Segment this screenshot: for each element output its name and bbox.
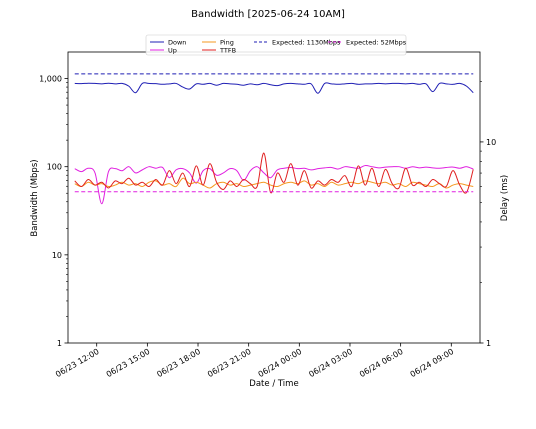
legend-label-up: Up [168, 46, 177, 54]
legend-label-ping: Ping [220, 38, 234, 46]
series-line-ttfb [74, 152, 474, 194]
x-tick-label: 06/23 21:00 [206, 347, 253, 379]
y-right-tick-label: 10 [486, 138, 496, 147]
left-axis: 1 10 100 1,000 [39, 75, 68, 348]
y-right-tick-label: 1 [486, 339, 491, 348]
x-tick-label: 06/24 03:00 [307, 347, 354, 379]
x-tick-label: 06/24 06:00 [358, 347, 405, 379]
x-axis: 06/23 12:00 06/23 15:00 06/23 18:00 06/23 2… [54, 343, 455, 379]
legend-label-expected-52mbps: Expected: 52Mbps [346, 38, 407, 46]
x-tick-label: 06/24 00:00 [257, 347, 304, 379]
right-axis: 1 10 [480, 81, 496, 348]
plot-area [67, 51, 481, 344]
y-tick-label: 10 [52, 251, 62, 260]
x-tick-label: 06/24 09:00 [409, 347, 456, 379]
x-tick-label: 06/23 18:00 [155, 347, 202, 379]
y-tick-label: 1,000 [39, 75, 62, 84]
chart-title: Bandwidth [2025-06-24 10AM] [191, 9, 345, 20]
legend-label-ttfb: TTFB [219, 46, 236, 54]
y-tick-label: 1 [57, 339, 62, 348]
series-line-down [74, 82, 474, 94]
legend-label-expected-1130mbps: Expected: 1130Mbps [272, 38, 341, 46]
x-tick-label: 06/23 15:00 [105, 347, 152, 379]
legend-label-down: Down [168, 38, 186, 46]
x-axis-title: Date / Time [249, 379, 298, 389]
series-layer [74, 73, 474, 205]
y-right-axis-title: Delay (ms) [500, 175, 510, 221]
y-axis-title: Bandwidth (Mbps) [30, 159, 40, 236]
x-tick-label: 06/23 12:00 [54, 347, 101, 379]
y-tick-label: 100 [47, 163, 62, 172]
